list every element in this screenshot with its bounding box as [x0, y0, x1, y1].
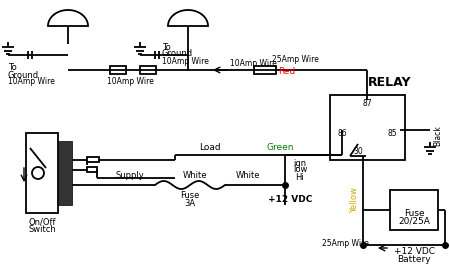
Text: 25Amp Wire: 25Amp Wire: [271, 55, 319, 64]
FancyBboxPatch shape: [390, 190, 438, 230]
Text: 30: 30: [353, 147, 363, 156]
Text: Yellow: Yellow: [351, 187, 360, 213]
FancyBboxPatch shape: [110, 66, 126, 74]
Text: 25Amp Wire: 25Amp Wire: [322, 239, 369, 248]
Text: 20/25A: 20/25A: [398, 216, 430, 225]
Text: Fuse: Fuse: [180, 191, 200, 200]
Text: Ground: Ground: [162, 49, 193, 58]
Text: Switch: Switch: [28, 224, 56, 233]
FancyBboxPatch shape: [87, 157, 99, 162]
Text: Load: Load: [199, 143, 221, 152]
Text: White: White: [236, 171, 260, 180]
Text: 87: 87: [362, 99, 372, 108]
Text: To: To: [162, 43, 171, 52]
Text: Battery: Battery: [397, 256, 431, 265]
Text: 85: 85: [387, 129, 397, 138]
FancyBboxPatch shape: [140, 66, 156, 74]
Text: Black: Black: [433, 126, 442, 146]
Text: Green: Green: [266, 143, 294, 152]
Text: Red: Red: [279, 67, 296, 76]
Text: Hi: Hi: [296, 173, 304, 182]
Text: low: low: [293, 165, 307, 174]
Text: +12 VDC: +12 VDC: [393, 248, 435, 257]
Text: To: To: [8, 64, 17, 73]
Text: +12 VDC: +12 VDC: [268, 194, 312, 203]
FancyBboxPatch shape: [58, 141, 72, 205]
Text: Ground: Ground: [8, 70, 39, 79]
Text: Supply: Supply: [116, 171, 144, 180]
Text: ign: ign: [293, 159, 306, 168]
FancyBboxPatch shape: [87, 167, 97, 172]
FancyBboxPatch shape: [254, 66, 276, 74]
Text: 10Amp Wire: 10Amp Wire: [8, 78, 55, 87]
FancyBboxPatch shape: [330, 95, 405, 160]
Text: 86: 86: [337, 129, 347, 138]
Text: 10Amp Wire: 10Amp Wire: [162, 57, 209, 66]
Text: Fuse: Fuse: [404, 209, 424, 218]
Text: 10Amp Wire: 10Amp Wire: [230, 58, 277, 67]
Text: RELAY: RELAY: [368, 76, 412, 88]
Text: 10Amp Wire: 10Amp Wire: [107, 78, 153, 87]
Text: White: White: [183, 171, 207, 180]
Text: On/Off: On/Off: [28, 218, 56, 227]
FancyBboxPatch shape: [26, 133, 58, 213]
Text: 3A: 3A: [184, 198, 196, 207]
